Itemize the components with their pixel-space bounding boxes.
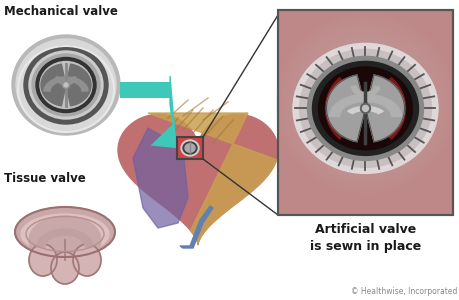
Polygon shape (179, 206, 213, 248)
Polygon shape (44, 77, 88, 91)
Polygon shape (66, 64, 91, 106)
Ellipse shape (299, 50, 431, 167)
Polygon shape (329, 94, 401, 116)
Polygon shape (51, 252, 79, 284)
Ellipse shape (29, 51, 103, 119)
Ellipse shape (40, 61, 92, 109)
Bar (177, 137, 202, 159)
Text: Tissue valve: Tissue valve (4, 172, 85, 185)
FancyBboxPatch shape (120, 82, 170, 98)
Polygon shape (351, 86, 379, 96)
Polygon shape (41, 64, 66, 106)
Polygon shape (326, 75, 365, 142)
Circle shape (64, 83, 68, 87)
Circle shape (360, 103, 369, 113)
Polygon shape (73, 244, 101, 276)
Ellipse shape (36, 58, 96, 112)
Circle shape (362, 105, 368, 111)
Polygon shape (37, 229, 93, 247)
Ellipse shape (318, 67, 412, 150)
Polygon shape (29, 244, 57, 276)
Polygon shape (365, 75, 403, 142)
Polygon shape (118, 114, 277, 244)
Text: Mechanical valve: Mechanical valve (4, 5, 118, 18)
Ellipse shape (16, 39, 116, 131)
Circle shape (62, 82, 69, 88)
Text: © Healthwise, Incorporated: © Healthwise, Incorporated (350, 287, 456, 296)
Ellipse shape (12, 35, 120, 135)
Polygon shape (347, 106, 382, 114)
Polygon shape (170, 76, 176, 148)
Wedge shape (325, 78, 365, 139)
Ellipse shape (180, 140, 199, 156)
Polygon shape (56, 77, 76, 85)
Wedge shape (365, 78, 405, 139)
FancyArrowPatch shape (120, 90, 176, 148)
Ellipse shape (185, 144, 195, 152)
Ellipse shape (21, 214, 109, 254)
Ellipse shape (15, 207, 115, 257)
Polygon shape (148, 113, 276, 244)
Ellipse shape (32, 54, 100, 116)
Ellipse shape (312, 61, 418, 155)
Polygon shape (133, 128, 188, 228)
Ellipse shape (24, 46, 108, 124)
Text: Artificial valve
is sewn in place: Artificial valve is sewn in place (309, 223, 420, 253)
Ellipse shape (292, 44, 437, 173)
Ellipse shape (29, 216, 101, 264)
Ellipse shape (307, 56, 423, 160)
FancyBboxPatch shape (277, 10, 452, 215)
Ellipse shape (183, 142, 196, 154)
